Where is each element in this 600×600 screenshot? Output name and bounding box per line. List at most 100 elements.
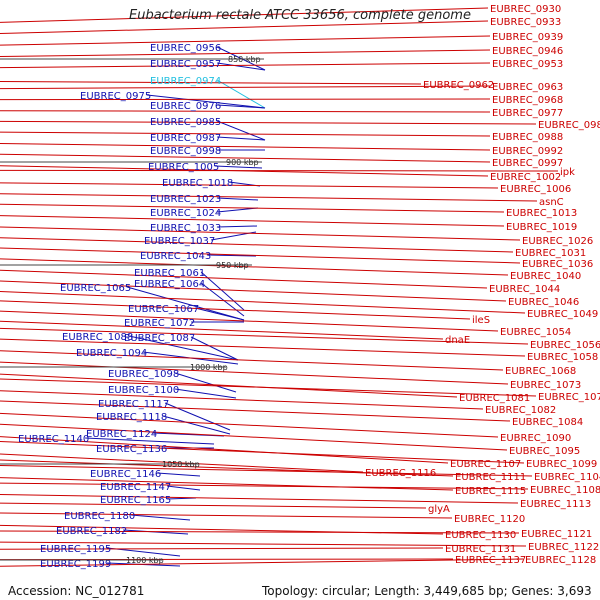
gene-label-eubrec_1064: EUBREC_1064 xyxy=(134,279,205,290)
gene-label-eubrec_1195: EUBREC_1195 xyxy=(40,544,111,555)
label-connector xyxy=(0,7,489,23)
gene-label-eubrec_1147: EUBREC_1147 xyxy=(100,482,171,493)
label-connector xyxy=(0,20,489,34)
label-connector xyxy=(0,390,484,410)
label-connector xyxy=(216,120,266,141)
gene-label-eubrec_1115: EUBREC_1115 xyxy=(455,486,526,497)
label-connector xyxy=(217,197,259,201)
label-connector xyxy=(0,62,491,69)
gene-label-eubrec_1023: EUBREC_1023 xyxy=(150,194,221,205)
gene-label-eubrec_0998: EUBREC_0998 xyxy=(150,146,221,157)
label-connector xyxy=(167,485,201,491)
label-connector xyxy=(0,165,489,177)
label-connector xyxy=(0,327,529,345)
label-connector xyxy=(217,207,259,213)
gene-label-eubrec_1073: EUBREC_1073 xyxy=(510,380,581,391)
gene-label-eubrec_0988: EUBREC_0988 xyxy=(492,132,563,143)
topology-info: Topology: circular; Length: 3,449,685 bp… xyxy=(262,584,592,598)
label-connector xyxy=(0,310,499,332)
gene-label-eubrec_1098: EUBREC_1098 xyxy=(108,369,179,380)
label-connector xyxy=(0,465,533,477)
gene-label-eubrec_1076: EUBREC_1076 xyxy=(538,392,600,403)
gene-label-eubrec_0977: EUBREC_0977 xyxy=(492,108,563,119)
label-connector xyxy=(0,98,491,101)
label-connector xyxy=(0,482,529,490)
gene-label-eubrec_1037: EUBREC_1037 xyxy=(144,236,215,247)
label-connector xyxy=(0,338,526,357)
label-connector xyxy=(0,169,559,172)
label-connector xyxy=(0,412,499,438)
gene-label-eubrec_1108: EUBREC_1108 xyxy=(530,485,600,496)
label-connector xyxy=(0,547,444,550)
label-connector xyxy=(194,307,245,321)
gene-label-eubrec_1199: EUBREC_1199 xyxy=(40,559,111,570)
gene-label-eubrec_1121: EUBREC_1121 xyxy=(521,529,592,540)
gene-label-eubrec_0933: EUBREC_0933 xyxy=(490,17,561,28)
gene-label-eubrec_1130: EUBREC_1130 xyxy=(445,530,516,541)
gene-label-eubrec_0962: EUBREC_0962 xyxy=(423,80,494,91)
gene-label-eubrec_0953: EUBREC_0953 xyxy=(492,59,563,70)
gene-label-eubrec_1044: EUBREC_1044 xyxy=(489,284,560,295)
label-connector xyxy=(216,79,266,109)
gene-label-eubrec_0992: EUBREC_0992 xyxy=(492,146,563,157)
label-connector xyxy=(0,558,524,567)
label-connector xyxy=(0,143,491,151)
gene-label-eubrec_1118: EUBREC_1118 xyxy=(96,412,167,423)
gene-label-eubrec_1002: EUBREC_1002 xyxy=(490,172,561,183)
label-connectors xyxy=(0,7,559,567)
gene-label-eubrec_1120: EUBREC_1120 xyxy=(454,514,525,525)
label-connector xyxy=(207,254,257,257)
gene-label-eubrec_1113: EUBREC_1113 xyxy=(520,499,591,510)
gene-label-eubrec_1018: EUBREC_1018 xyxy=(162,178,233,189)
gene-label-eubrec_1090: EUBREC_1090 xyxy=(500,433,571,444)
gene-label-eubrec_1140: EUBREC_1140 xyxy=(18,434,89,445)
label-connector xyxy=(0,120,537,125)
label-connector xyxy=(0,541,527,547)
label-connector xyxy=(0,203,505,213)
gene-label-eubrec_0957: EUBREC_0957 xyxy=(150,59,221,70)
label-connector xyxy=(0,453,364,473)
gene-label-eubrec_1136: EUBREC_1136 xyxy=(96,444,167,455)
gene-label-eubrec_1124: EUBREC_1124 xyxy=(86,429,157,440)
gene-label-eubrec_0981: EUBREC_0981 xyxy=(538,120,600,131)
gene-label-eubrec_1054: EUBREC_1054 xyxy=(500,327,571,338)
gene-label-eubrec_1182: EUBREC_1182 xyxy=(56,526,127,537)
gene-label-eubrec_1031: EUBREC_1031 xyxy=(515,248,586,259)
gene-label-eubrec_0987: EUBREC_0987 xyxy=(150,133,221,144)
gene-label-eubrec_1006: EUBREC_1006 xyxy=(500,184,571,195)
label-connector xyxy=(0,436,449,464)
gene-label-eubrec_1013: EUBREC_1013 xyxy=(506,208,577,219)
label-connector xyxy=(0,258,509,276)
label-connector xyxy=(200,282,245,317)
gene-label-eubrec_0930: EUBREC_0930 xyxy=(490,4,561,15)
label-connector xyxy=(0,530,520,534)
label-connector xyxy=(200,271,245,311)
gene-label-eubrec_1024: EUBREC_1024 xyxy=(150,208,221,219)
label-connector xyxy=(217,62,266,71)
gene-label-eubrec_1087: EUBREC_1087 xyxy=(124,333,195,344)
label-connector xyxy=(0,49,491,58)
gene-label-eubrec_1068: EUBREC_1068 xyxy=(505,366,576,377)
label-connector xyxy=(0,110,491,113)
gene-label-eubrec_1065: EUBREC_1065 xyxy=(60,283,131,294)
gene-label-eubrec_1043: EUBREC_1043 xyxy=(140,251,211,262)
gene-label-eubrec_1117: EUBREC_1117 xyxy=(98,399,169,410)
label-connector xyxy=(0,215,505,227)
label-connector xyxy=(0,373,458,398)
label-connector xyxy=(0,524,444,535)
gene-label-eubrec_1094: EUBREC_1094 xyxy=(76,348,147,359)
label-connector xyxy=(0,494,519,504)
accession-label: Accession: NC_012781 xyxy=(8,584,145,598)
gene-label-eubrec_1128: EUBREC_1128 xyxy=(525,555,596,566)
gene-label-eubrec_0963: EUBREC_0963 xyxy=(492,82,563,93)
gene-label-dnae: dnaE xyxy=(445,335,470,346)
label-connector xyxy=(157,472,201,477)
gene-label-eubrec_1061: EUBREC_1061 xyxy=(134,268,205,279)
gene-label-eubrec_0946: EUBREC_0946 xyxy=(492,46,563,57)
gene-label-eubrec_1082: EUBREC_1082 xyxy=(485,405,556,416)
label-connector xyxy=(0,182,499,189)
gene-label-glya: glyA xyxy=(428,504,450,515)
label-connector xyxy=(190,336,239,361)
gene-label-eubrec_1137: EUBREC_1137 xyxy=(455,555,526,566)
